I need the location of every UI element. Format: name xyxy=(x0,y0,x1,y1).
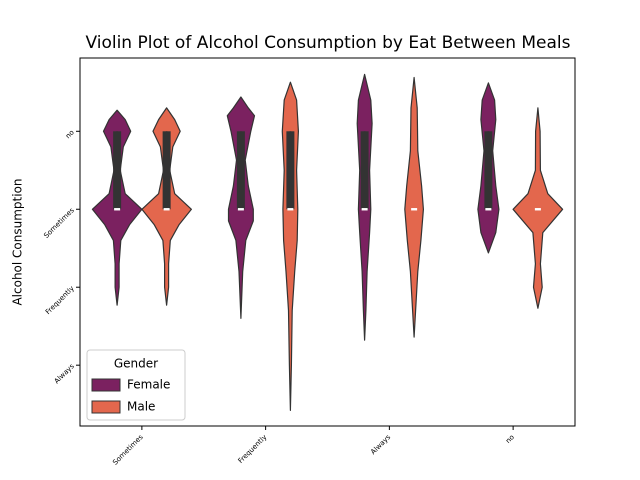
median xyxy=(163,208,170,211)
box xyxy=(236,131,245,210)
median xyxy=(287,208,294,211)
box xyxy=(162,131,171,210)
box xyxy=(360,131,369,210)
median xyxy=(485,208,492,211)
legend-title: Gender xyxy=(114,357,158,371)
y-tick-label: Always xyxy=(53,362,76,385)
y-tick-label: no xyxy=(64,128,76,140)
legend-label: Male xyxy=(127,400,155,414)
y-tick-label: Frequently xyxy=(44,284,76,316)
median xyxy=(237,208,244,211)
legend-label: Female xyxy=(127,378,170,392)
chart-title: Violin Plot of Alcohol Consumption by Ea… xyxy=(85,33,570,53)
legend-swatch xyxy=(91,378,121,392)
x-tick-label: no xyxy=(504,433,516,445)
plot-frame xyxy=(79,57,576,427)
box xyxy=(113,131,122,210)
y-tick-label: Sometimes xyxy=(42,206,76,240)
median xyxy=(411,208,418,211)
violin xyxy=(404,76,424,338)
legend: Gender Female Male xyxy=(86,349,186,421)
x-tick-label: Sometimes xyxy=(111,433,145,467)
median xyxy=(361,208,368,211)
box xyxy=(484,131,493,210)
box xyxy=(286,131,295,210)
legend-swatch xyxy=(91,400,121,414)
y-axis-label: Alcohol Consumption xyxy=(11,178,25,305)
x-tick-label: Always xyxy=(369,433,392,456)
median xyxy=(114,208,121,211)
median xyxy=(534,208,541,211)
x-tick-label: Frequently xyxy=(237,433,269,465)
